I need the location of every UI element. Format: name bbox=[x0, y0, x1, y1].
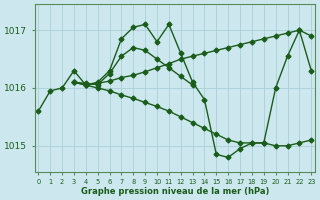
X-axis label: Graphe pression niveau de la mer (hPa): Graphe pression niveau de la mer (hPa) bbox=[81, 187, 269, 196]
